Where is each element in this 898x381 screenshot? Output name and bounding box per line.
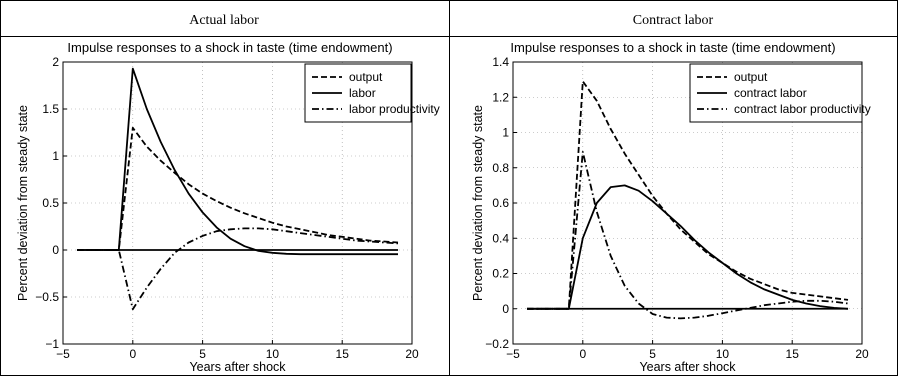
legend-entry: labor productivity <box>349 102 440 116</box>
series-line-output <box>527 80 849 310</box>
y-tick-label: 1.2 <box>492 90 509 104</box>
y-tick-label: 1 <box>502 126 509 140</box>
x-tick-label: 0 <box>579 347 586 361</box>
x-axis-label: Years after shock <box>189 360 286 374</box>
y-tick-label: 0.6 <box>492 196 509 210</box>
legend-entry: labor <box>349 86 376 100</box>
y-axis-label: Percent deviation from steady state <box>471 105 485 301</box>
series-line-contract-labor-productivity <box>527 150 849 320</box>
y-tick-label: −0.5 <box>35 290 59 304</box>
x-tick-label: 5 <box>199 347 206 361</box>
panel-header-left: Actual labor <box>189 13 259 28</box>
y-axis-label: Percent deviation from steady state <box>16 105 30 301</box>
x-tick-label: 15 <box>336 347 350 361</box>
y-tick-label: −1 <box>45 337 59 351</box>
x-tick-label: 10 <box>716 347 730 361</box>
y-tick-label: 0 <box>502 302 509 316</box>
x-tick-label: 10 <box>266 347 280 361</box>
chart-actual-labor: Impulse responses to a shock in taste (t… <box>16 40 440 374</box>
x-tick-label: −5 <box>56 347 70 361</box>
chart-contract-labor: Impulse responses to a shock in taste (t… <box>471 40 871 374</box>
x-tick-label: −5 <box>506 347 520 361</box>
y-tick-label: 2 <box>52 55 59 69</box>
y-tick-label: 0.5 <box>42 196 59 210</box>
legend-entry: contract labor <box>734 86 807 100</box>
y-tick-label: 0.2 <box>492 267 509 281</box>
legend-entry: contract labor productivity <box>734 102 871 116</box>
y-tick-label: 1 <box>52 149 59 163</box>
y-tick-label: 1.4 <box>492 55 509 69</box>
y-tick-label: 1.5 <box>42 102 59 116</box>
chart-title: Impulse responses to a shock in taste (t… <box>67 40 392 55</box>
x-tick-label: 0 <box>129 347 136 361</box>
series-line-output <box>77 126 399 251</box>
x-tick-label: 20 <box>855 347 869 361</box>
y-tick-label: 0 <box>52 243 59 257</box>
x-tick-label: 20 <box>405 347 419 361</box>
x-tick-label: 15 <box>786 347 800 361</box>
panel-header-right: Contract labor <box>633 13 714 28</box>
chart-title: Impulse responses to a shock in taste (t… <box>510 40 835 55</box>
series-line-labor <box>77 67 398 256</box>
series-line-labor-productivity <box>77 227 399 311</box>
x-tick-label: 5 <box>649 347 656 361</box>
legend-entry: output <box>734 70 768 84</box>
legend-entry: output <box>349 70 383 84</box>
y-tick-label: 0.4 <box>492 231 509 245</box>
x-axis-label: Years after shock <box>639 360 736 374</box>
y-tick-label: 0.8 <box>492 161 509 175</box>
y-tick-label: −0.2 <box>485 337 509 351</box>
